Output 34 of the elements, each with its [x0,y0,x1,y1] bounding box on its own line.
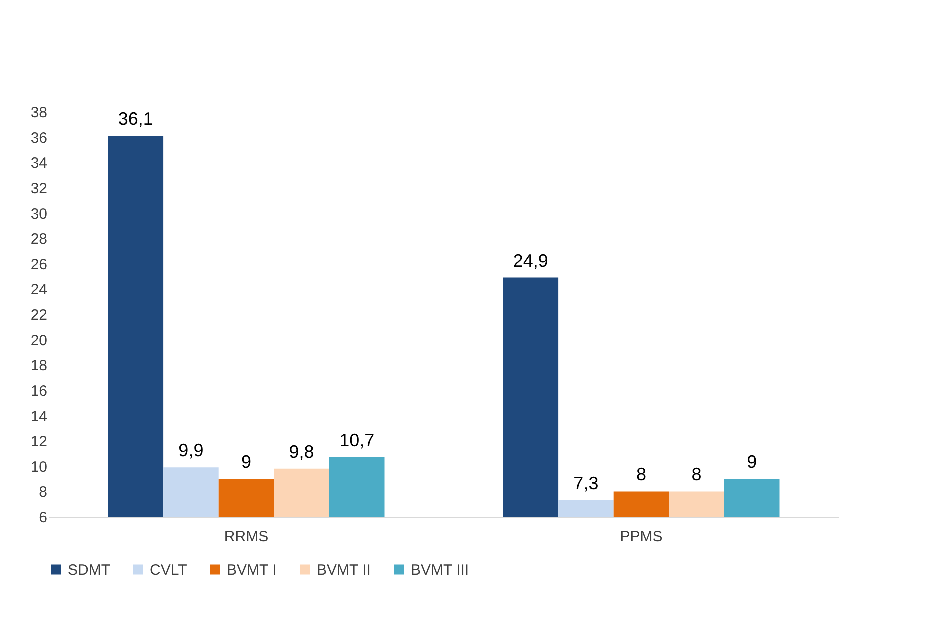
data-label: 9 [241,452,252,472]
data-label: 9,9 [178,440,204,461]
y-tick-label: 6 [39,510,48,526]
legend-label: CVLT [150,562,188,579]
data-label: 36,1 [118,109,154,130]
y-tick-label: 8 [39,484,48,502]
y-tick-label: 30 [30,206,48,223]
legend-label: BVMT I [227,562,277,579]
y-tick-label: 14 [30,408,48,426]
data-label: 8 [692,464,702,485]
y-tick-label: 12 [30,434,48,451]
data-label: 8 [636,464,647,485]
y-tick-label: 28 [30,231,48,248]
legend-label: SDMT [68,562,110,579]
x-tick-label: PPMS [620,528,663,546]
data-label: 9,8 [289,442,314,462]
y-tick-label: 22 [30,307,48,324]
y-tick-label: 38 [30,104,48,122]
y-tick-label: 18 [30,358,48,375]
y-tick-label: 32 [30,180,48,198]
y-tick-label: 16 [30,382,48,400]
y-tick-label: 10 [30,458,48,476]
data-label: 10,7 [340,430,375,451]
y-tick-label: 20 [30,332,48,350]
legend-label: BVMT III [411,562,470,579]
y-tick-label: 34 [30,155,48,172]
y-tick-label: 24 [30,282,48,299]
data-label: 24,9 [513,250,548,271]
x-tick-label: RRMS [224,528,269,546]
data-label: 7,3 [574,474,599,494]
data-label: 9 [747,452,758,472]
legend-label: BVMT II [317,562,371,579]
y-tick-label: 36 [30,130,48,147]
y-tick-label: 26 [30,256,48,274]
